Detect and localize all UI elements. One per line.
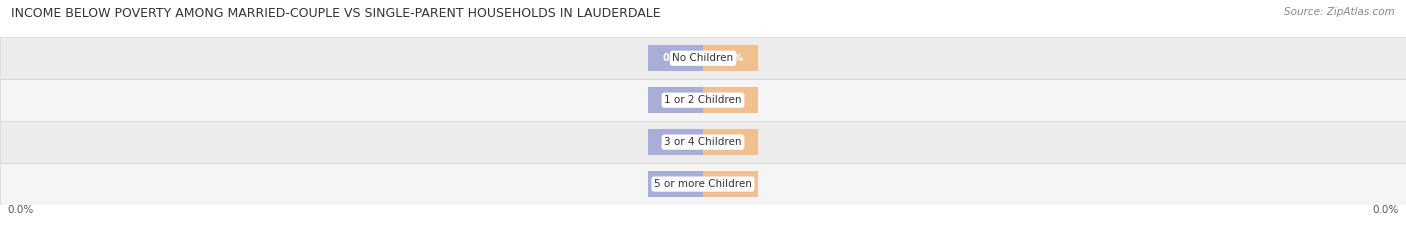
- Text: 1 or 2 Children: 1 or 2 Children: [664, 95, 742, 105]
- Text: INCOME BELOW POVERTY AMONG MARRIED-COUPLE VS SINGLE-PARENT HOUSEHOLDS IN LAUDERD: INCOME BELOW POVERTY AMONG MARRIED-COUPL…: [11, 7, 661, 20]
- Text: 0.0%: 0.0%: [717, 179, 744, 189]
- Bar: [648, 171, 703, 197]
- Text: 5 or more Children: 5 or more Children: [654, 179, 752, 189]
- Bar: [0, 79, 1406, 121]
- Bar: [703, 129, 758, 155]
- Bar: [0, 163, 1406, 205]
- Bar: [648, 87, 703, 113]
- Text: 0.0%: 0.0%: [717, 95, 744, 105]
- Text: 0.0%: 0.0%: [662, 179, 689, 189]
- Bar: [703, 45, 758, 71]
- Text: 0.0%: 0.0%: [662, 95, 689, 105]
- Bar: [648, 45, 703, 71]
- Bar: [0, 37, 1406, 79]
- Text: 0.0%: 0.0%: [717, 137, 744, 147]
- Text: 0.0%: 0.0%: [7, 205, 34, 215]
- Text: 0.0%: 0.0%: [717, 53, 744, 63]
- Text: Source: ZipAtlas.com: Source: ZipAtlas.com: [1284, 7, 1395, 17]
- Text: 3 or 4 Children: 3 or 4 Children: [664, 137, 742, 147]
- Text: No Children: No Children: [672, 53, 734, 63]
- Bar: [648, 129, 703, 155]
- Text: 0.0%: 0.0%: [1372, 205, 1399, 215]
- Text: 0.0%: 0.0%: [662, 53, 689, 63]
- Bar: [703, 171, 758, 197]
- Bar: [703, 87, 758, 113]
- Text: 0.0%: 0.0%: [662, 137, 689, 147]
- Bar: [0, 121, 1406, 163]
